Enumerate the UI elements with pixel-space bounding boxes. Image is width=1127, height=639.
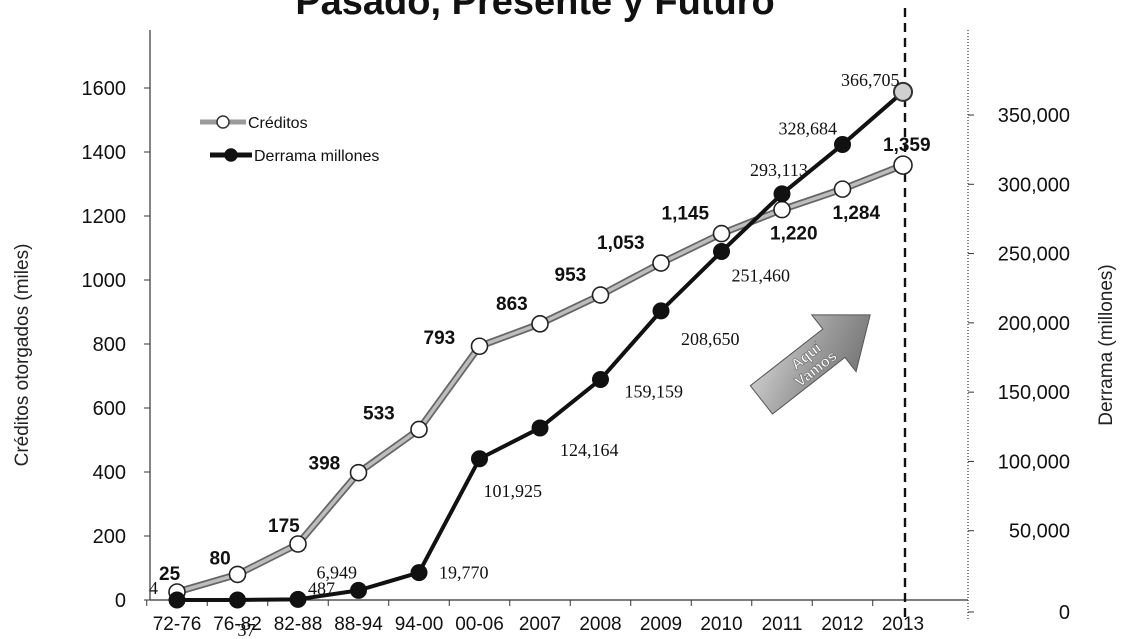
legend-creditos-marker [216, 115, 230, 129]
creditos-point [893, 155, 913, 175]
derrama-data-label: 101,925 [484, 481, 543, 501]
right-tick-label: 300,000 [998, 174, 1070, 196]
legend: Créditos Derrama millones [200, 115, 379, 165]
derrama-data-label: 251,460 [732, 266, 791, 286]
x-tick-label: 94-00 [395, 614, 444, 635]
aqui-vamos-arrow: Aquí Vamos [749, 314, 871, 415]
derrama-data-label: 366,705 [841, 70, 900, 90]
creditos-point [410, 420, 428, 439]
x-tick-label: 2012 [821, 614, 863, 635]
series-derrama [168, 81, 913, 609]
chart-title: Pasado, Presente y Futuro [295, 0, 774, 23]
right-axis-title: Derrama (millones) [1096, 264, 1117, 426]
creditos-point [591, 286, 610, 304]
creditos-point [833, 180, 852, 198]
derrama-point [893, 81, 913, 102]
derrama-point [168, 591, 186, 609]
left-tick-label: 0 [115, 590, 126, 612]
left-tick-label: 1000 [82, 270, 127, 292]
creditos-data-label: 25 [159, 564, 181, 585]
derrama-point [531, 419, 549, 437]
derrama-point [592, 370, 609, 388]
creditos-point [652, 254, 670, 272]
x-tick-label: 88-94 [334, 614, 383, 635]
right-tick-label: 0 [1059, 602, 1070, 624]
derrama-point [652, 302, 670, 320]
creditos-data-label: 175 [268, 516, 300, 537]
creditos-point [289, 535, 307, 553]
derrama-point [350, 581, 367, 599]
left-tick-label: 600 [93, 398, 126, 420]
derrama-data-label: 159,159 [625, 381, 684, 401]
x-tick-label: 2007 [519, 614, 561, 635]
x-tick-label: 2009 [640, 614, 682, 635]
creditos-data-label: 1,284 [833, 203, 881, 224]
x-tick-label: 82-88 [274, 614, 323, 635]
derrama-data-label: 124,164 [560, 440, 619, 460]
derrama-data-label: 328,684 [779, 119, 838, 139]
right-tick-label: 250,000 [998, 244, 1070, 266]
creditos-data-label: 1,145 [662, 204, 710, 225]
derrama-point [410, 564, 428, 582]
x-axis-ticks: 72-76 76-82 82-88 88-94 94-00 00-06 2007 2008 20… [146, 600, 924, 635]
legend-derrama-marker [224, 148, 238, 162]
creditos-data-label: 793 [424, 328, 456, 349]
right-tick-label: 150,000 [998, 382, 1070, 404]
creditos-data-label: 1,053 [597, 233, 645, 254]
derrama-data-label: 6,949 [317, 562, 358, 582]
right-tick-label: 200,000 [998, 313, 1070, 335]
left-tick-label: 400 [93, 462, 126, 484]
derrama-point [471, 450, 488, 468]
legend-creditos-label: Créditos [248, 115, 308, 132]
derrama-data-label: 208,650 [681, 329, 740, 349]
x-tick-label: 2010 [700, 614, 742, 635]
derrama-point [289, 590, 307, 608]
creditos-point [712, 224, 731, 243]
left-tick-label: 1600 [82, 78, 127, 100]
derrama-data-label: 37 [238, 620, 256, 639]
left-axis-title: Créditos otorgados (miles) [12, 244, 33, 467]
creditos-point [228, 565, 247, 584]
creditos-data-label: 398 [309, 454, 341, 475]
left-axis-ticks: 0 200 400 600 800 1000 1200 1400 1600 [82, 78, 150, 612]
x-tick-label: 2011 [762, 614, 803, 635]
derrama-point [834, 136, 851, 154]
derrama-point [713, 243, 730, 261]
x-tick-label: 72-76 [153, 614, 202, 635]
creditos-data-labels: 25 80 175 398 533 793 863 953 1,053 1,145 1,220 1,2… [159, 135, 931, 585]
left-tick-label: 1200 [82, 206, 127, 228]
legend-derrama-label: Derrama millones [254, 148, 379, 165]
left-tick-label: 1400 [82, 142, 127, 164]
derrama-point [229, 591, 246, 609]
creditos-data-label: 953 [555, 265, 587, 286]
creditos-data-label: 533 [363, 403, 395, 424]
left-tick-label: 200 [93, 526, 126, 548]
x-tick-label: 76-82 [213, 614, 262, 635]
creditos-point [773, 200, 791, 219]
right-tick-label: 350,000 [998, 105, 1070, 127]
x-tick-label: 00-06 [455, 614, 504, 635]
creditos-data-label: 1,359 [883, 135, 931, 156]
creditos-point [470, 337, 489, 356]
creditos-data-label: 863 [496, 294, 528, 315]
derrama-data-label: 293,113 [750, 160, 808, 180]
derrama-data-label: 487 [308, 578, 335, 598]
derrama-data-label: 4 [149, 578, 158, 598]
right-tick-label: 50,000 [1009, 521, 1070, 543]
arrow-shape [749, 314, 871, 415]
right-axis-ticks: 0 50,000 100,000 150,000 200,000 250,000 300,0… [968, 105, 1070, 624]
creditos-point [349, 463, 368, 482]
x-tick-label: 2008 [579, 614, 621, 635]
right-tick-label: 100,000 [998, 451, 1070, 473]
x-tick-label: 2013 [882, 614, 924, 635]
derrama-data-label: 19,770 [439, 563, 489, 583]
creditos-point [531, 315, 549, 333]
creditos-data-label: 80 [210, 548, 231, 569]
left-tick-label: 800 [93, 334, 126, 356]
derrama-point [773, 185, 791, 203]
creditos-data-label: 1,220 [770, 224, 818, 245]
